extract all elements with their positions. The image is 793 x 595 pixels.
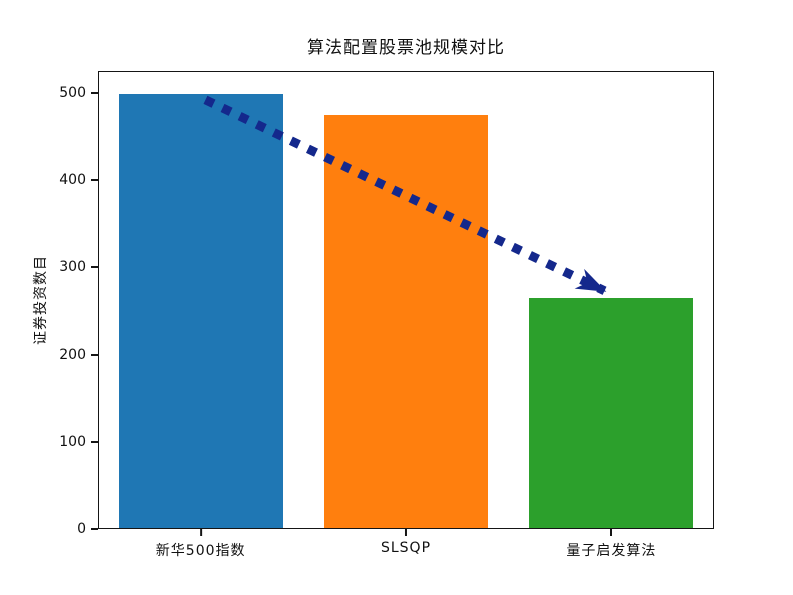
y-tick-mark <box>91 528 98 530</box>
y-tick-label: 500 <box>59 84 86 101</box>
trend-arrow <box>203 95 607 295</box>
y-tick-label: 400 <box>59 172 86 189</box>
y-tick-mark <box>91 91 98 94</box>
bar-3 <box>528 297 693 528</box>
y-axis-ticks: 0 100 200 300 400 500 <box>0 71 98 537</box>
y-tick-mark <box>91 353 98 356</box>
y-tick-label: 300 <box>59 259 86 276</box>
y-tick: 100 <box>59 434 98 450</box>
x-tick-label: SLSQP <box>380 540 432 556</box>
x-tick: 量子启发算法 <box>566 529 656 560</box>
x-tick-mark <box>199 529 202 536</box>
y-tick: 0 <box>77 521 98 537</box>
y-tick: 500 <box>59 85 98 101</box>
y-tick-mark <box>91 179 98 182</box>
x-tick-label: 新华500指数 <box>155 543 246 559</box>
bar-2 <box>324 114 488 528</box>
trend-arrow-line <box>203 95 607 295</box>
x-axis-ticks: 新华500指数 SLSQP 量子启发算法 <box>98 529 714 569</box>
chart-title: 算法配置股票池规模对比 <box>307 38 505 58</box>
y-tick-label: 200 <box>59 346 86 363</box>
x-tick-mark <box>404 529 407 536</box>
bar-1 <box>119 93 284 528</box>
bars-container <box>99 72 713 528</box>
y-tick: 300 <box>59 259 98 275</box>
y-tick-mark <box>91 266 98 269</box>
x-tick: SLSQP <box>381 529 431 556</box>
y-tick: 200 <box>59 347 98 363</box>
y-tick-label: 100 <box>59 433 86 450</box>
plot-area <box>98 71 714 529</box>
x-tick-label: 量子启发算法 <box>566 543 657 559</box>
x-tick-mark <box>610 529 613 536</box>
x-tick: 新华500指数 <box>156 529 246 560</box>
y-tick: 400 <box>59 172 98 188</box>
y-tick-label: 0 <box>77 521 86 537</box>
y-tick-mark <box>91 440 98 443</box>
